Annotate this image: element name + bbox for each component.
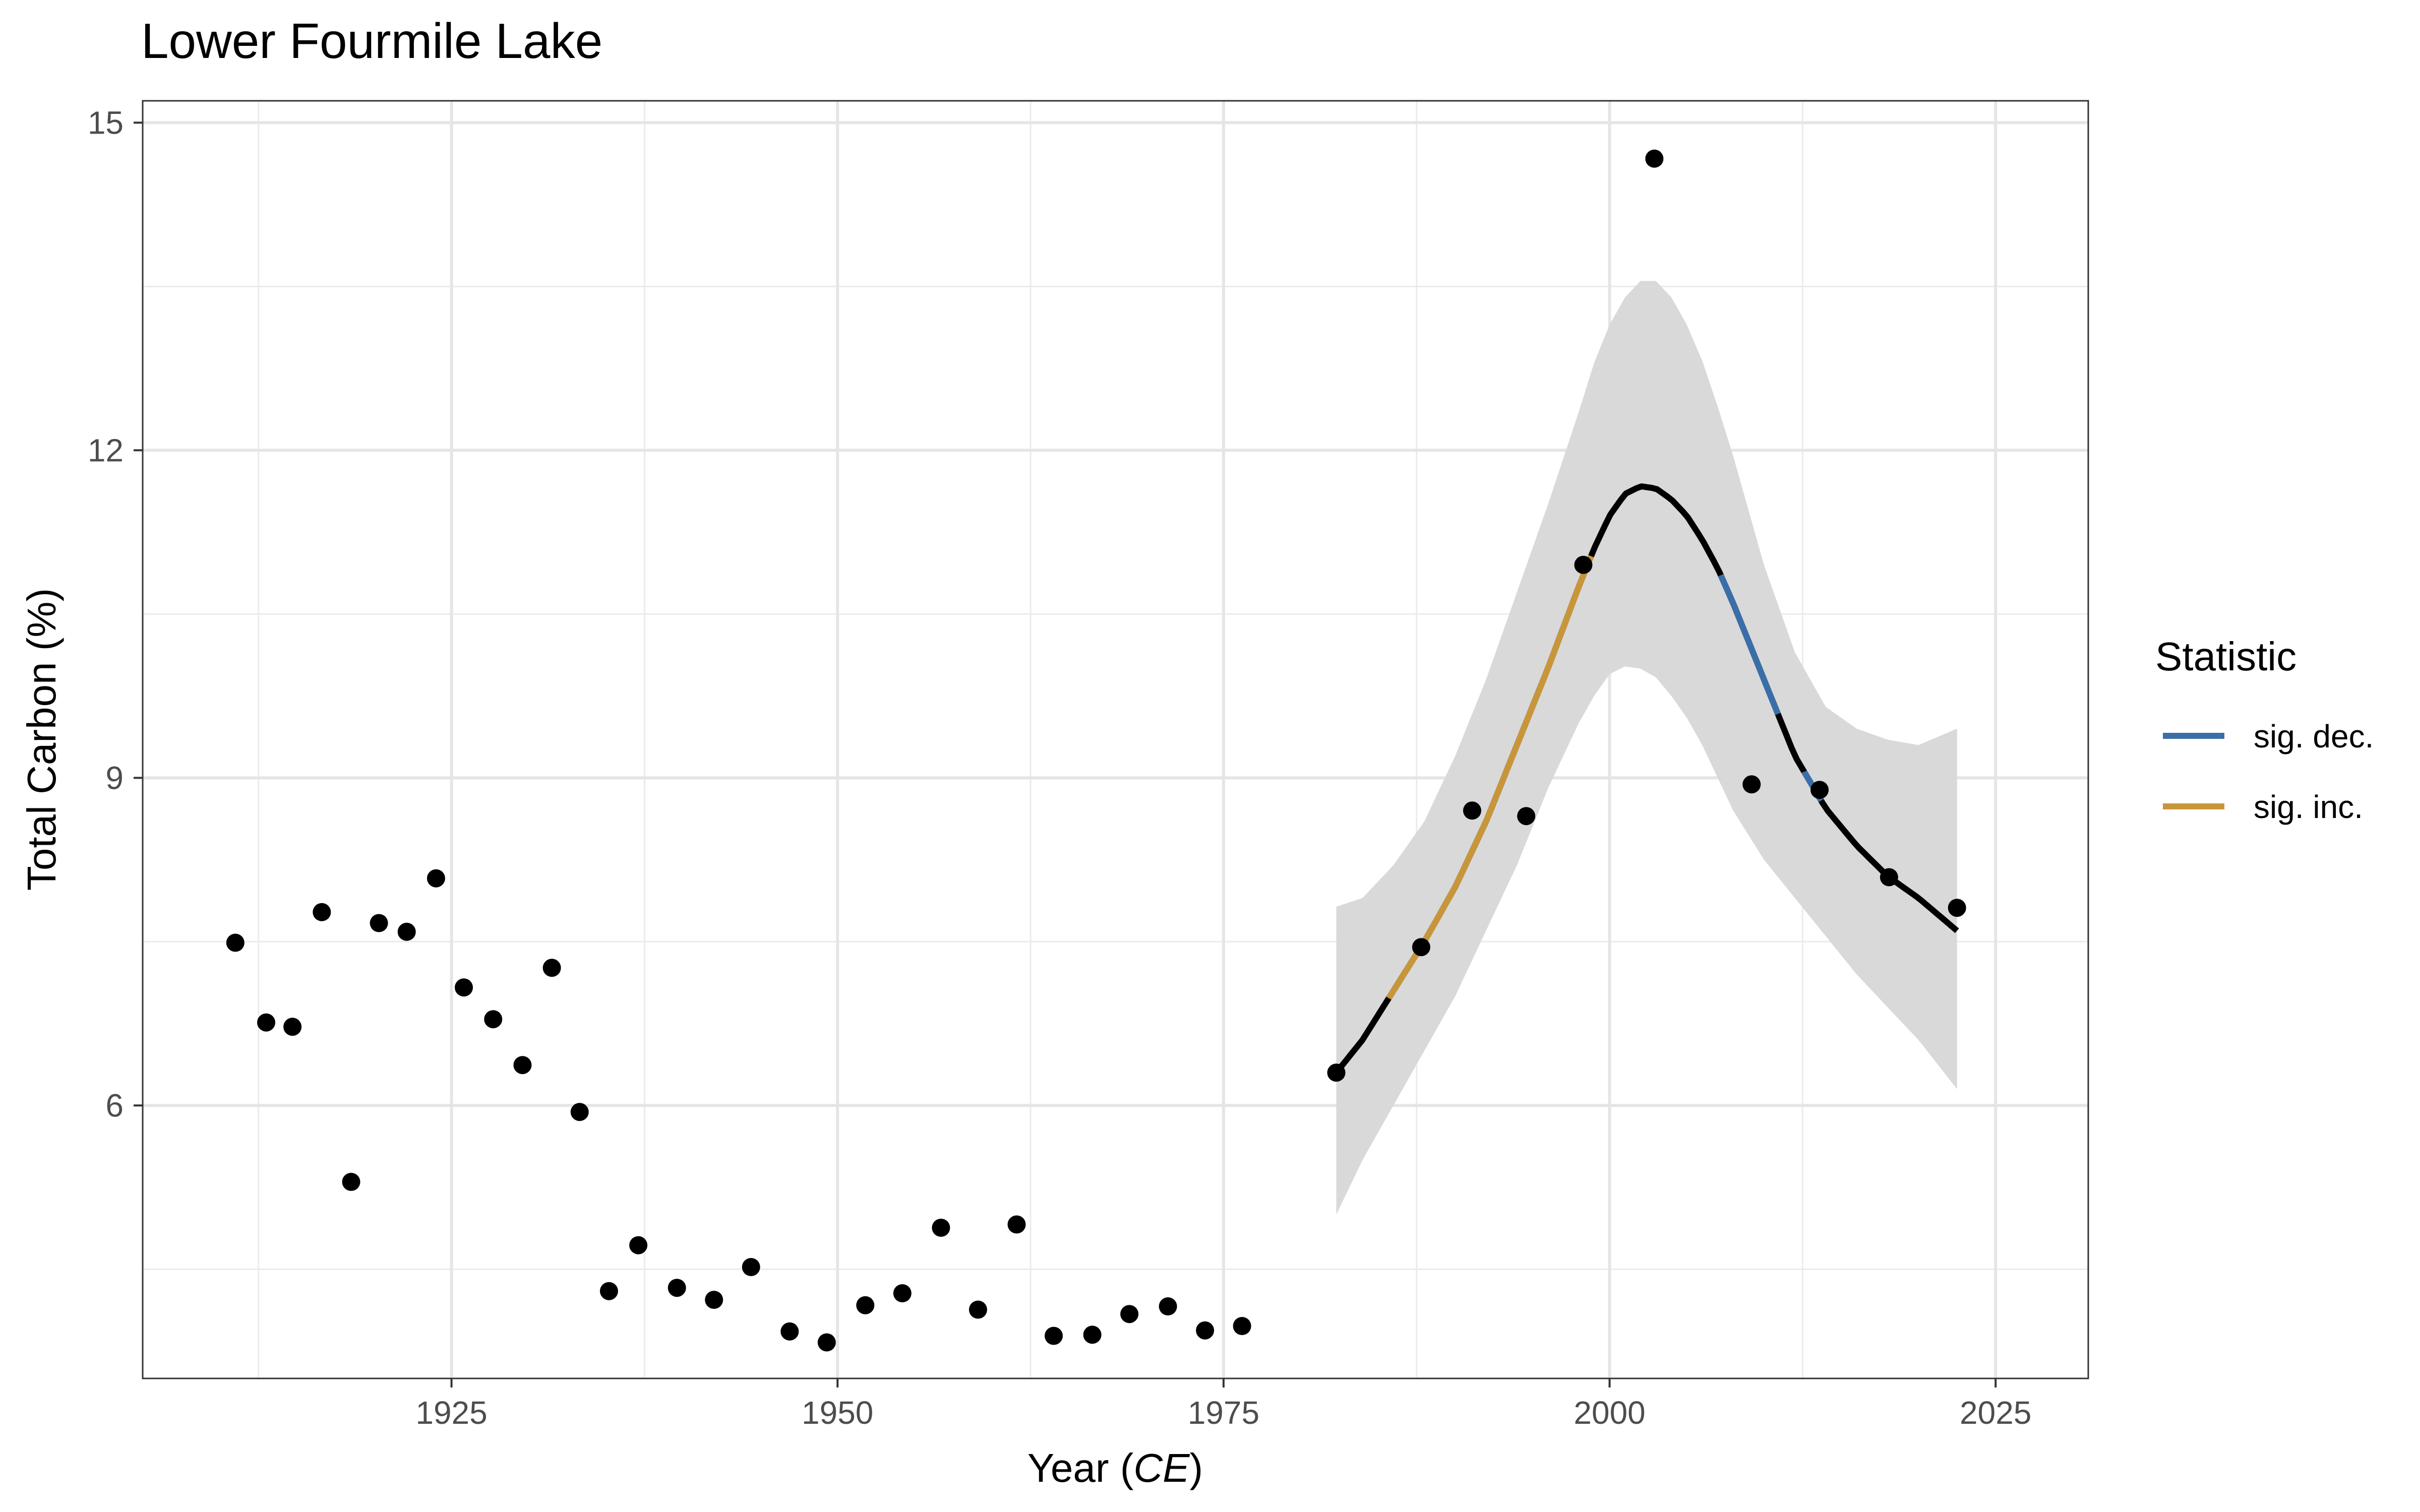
data-point bbox=[1412, 938, 1430, 957]
data-point bbox=[969, 1300, 987, 1319]
data-point bbox=[1880, 868, 1898, 887]
panel-border bbox=[142, 100, 2089, 1379]
data-point bbox=[570, 1103, 589, 1121]
data-point bbox=[342, 1173, 360, 1191]
x-axis-unit-close-paren: ) bbox=[1190, 1445, 1203, 1490]
data-point bbox=[742, 1258, 760, 1276]
data-point bbox=[1159, 1297, 1177, 1315]
data-points bbox=[226, 149, 1966, 1352]
x-axis-title: Year (CE) bbox=[1027, 1445, 1203, 1490]
x-axis-unit-open-paren: ( bbox=[1109, 1445, 1133, 1490]
data-point bbox=[599, 1282, 618, 1300]
data-point bbox=[856, 1296, 875, 1314]
data-point bbox=[1327, 1063, 1346, 1082]
data-point bbox=[397, 922, 416, 941]
legend-title: Statistic bbox=[2155, 634, 2296, 679]
data-point bbox=[932, 1219, 950, 1237]
data-point bbox=[513, 1056, 532, 1075]
legend-label-sig-inc: sig. inc. bbox=[2254, 789, 2363, 825]
legend-label-sig-dec: sig. dec. bbox=[2254, 718, 2374, 754]
data-point bbox=[1007, 1215, 1026, 1234]
y-tick-label: 12 bbox=[88, 432, 124, 468]
fit-line-sig-dec bbox=[1718, 574, 1781, 715]
y-axis-title: Total Carbon (%) bbox=[19, 588, 64, 891]
y-axis: 6 9 12 15 bbox=[88, 104, 143, 1123]
data-point bbox=[427, 869, 445, 888]
data-point bbox=[542, 959, 561, 977]
x-tick-label: 1975 bbox=[1188, 1395, 1259, 1431]
y-tick-label: 15 bbox=[88, 104, 124, 141]
data-point bbox=[1045, 1327, 1063, 1345]
data-point bbox=[668, 1279, 686, 1297]
y-tick-label: 9 bbox=[105, 760, 124, 796]
data-point bbox=[1463, 801, 1481, 820]
x-axis-unit: CE bbox=[1133, 1445, 1190, 1490]
data-point bbox=[705, 1291, 723, 1309]
data-point bbox=[1742, 775, 1761, 794]
x-tick-label: 2000 bbox=[1574, 1395, 1645, 1431]
data-point bbox=[313, 903, 331, 921]
data-point bbox=[817, 1333, 836, 1352]
data-point bbox=[1233, 1317, 1251, 1335]
y-tick-label: 6 bbox=[105, 1087, 124, 1123]
data-point bbox=[257, 1013, 275, 1032]
legend: Statistic sig. dec. sig. inc. bbox=[2155, 634, 2374, 825]
data-point bbox=[370, 914, 388, 932]
data-point bbox=[893, 1284, 912, 1302]
data-point bbox=[780, 1322, 799, 1341]
data-point bbox=[484, 1010, 503, 1029]
data-point bbox=[1810, 781, 1829, 799]
data-point bbox=[1120, 1305, 1139, 1324]
data-point bbox=[1196, 1321, 1215, 1340]
data-point bbox=[1645, 149, 1664, 168]
x-axis: 1925 1950 1975 2000 2025 bbox=[415, 1378, 2031, 1431]
data-point bbox=[226, 933, 245, 952]
x-axis-label: Year bbox=[1027, 1445, 1109, 1490]
x-tick-label: 1925 bbox=[415, 1395, 487, 1431]
plot-panel bbox=[142, 100, 2089, 1379]
data-point bbox=[283, 1018, 302, 1036]
data-point bbox=[1517, 807, 1536, 826]
data-point bbox=[629, 1236, 648, 1254]
x-tick-label: 2025 bbox=[1960, 1395, 2031, 1431]
data-point bbox=[455, 978, 473, 997]
chart-title: Lower Fourmile Lake bbox=[141, 13, 602, 69]
confidence-ribbon bbox=[1336, 281, 1957, 1215]
x-tick-label: 1950 bbox=[802, 1395, 873, 1431]
data-point bbox=[1574, 555, 1593, 574]
data-point bbox=[1948, 899, 1966, 917]
data-point bbox=[1083, 1326, 1102, 1344]
